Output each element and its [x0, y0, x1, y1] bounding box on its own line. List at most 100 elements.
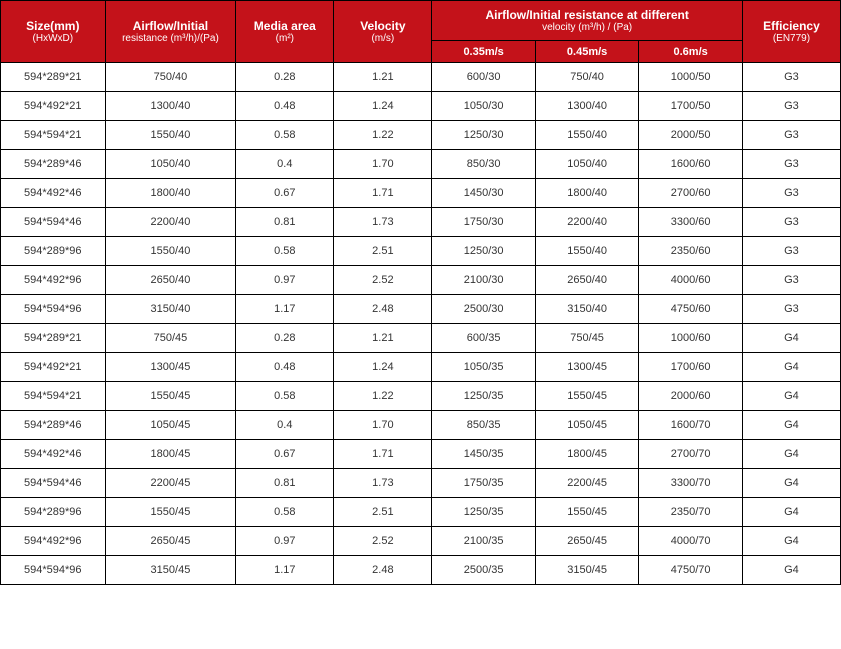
cell-eff: G3 [742, 92, 840, 121]
table-row: 594*492*461800/450.671.711450/351800/452… [1, 440, 841, 469]
cell-air: 3150/40 [105, 295, 236, 324]
cell-eff: G4 [742, 440, 840, 469]
size-sublabel: (HxWxD) [3, 33, 103, 44]
cell-v2: 1300/45 [535, 353, 638, 382]
cell-v2: 1050/45 [535, 411, 638, 440]
table-row: 594*594*211550/450.581.221250/351550/452… [1, 382, 841, 411]
cell-v1: 850/35 [432, 411, 535, 440]
cell-vel: 1.70 [334, 411, 432, 440]
cell-v2: 2650/45 [535, 527, 638, 556]
cell-eff: G4 [742, 382, 840, 411]
table-row: 594*594*963150/401.172.482500/303150/404… [1, 295, 841, 324]
table-row: 594*594*211550/400.581.221250/301550/402… [1, 121, 841, 150]
media-sublabel: (m²) [238, 33, 331, 44]
cell-vel: 1.21 [334, 63, 432, 92]
table-header: Size(mm) (HxWxD) Airflow/Initial resista… [1, 1, 841, 63]
cell-v3: 1600/70 [639, 411, 743, 440]
table-row: 594*594*462200/400.811.731750/302200/403… [1, 208, 841, 237]
cell-size: 594*594*96 [1, 556, 106, 585]
cell-media: 0.58 [236, 498, 334, 527]
cell-v3: 1600/60 [639, 150, 743, 179]
table-row: 594*594*462200/450.811.731750/352200/453… [1, 469, 841, 498]
table-row: 594*289*21750/450.281.21600/35750/451000… [1, 324, 841, 353]
cell-vel: 1.73 [334, 469, 432, 498]
col-v1: 0.35m/s [432, 41, 535, 63]
cell-size: 594*594*96 [1, 295, 106, 324]
cell-media: 0.81 [236, 208, 334, 237]
cell-size: 594*492*96 [1, 266, 106, 295]
cell-v1: 1750/35 [432, 469, 535, 498]
cell-vel: 2.51 [334, 498, 432, 527]
eff-label: Efficiency [745, 19, 838, 33]
cell-v2: 2200/45 [535, 469, 638, 498]
cell-size: 594*289*21 [1, 63, 106, 92]
cell-eff: G3 [742, 237, 840, 266]
cell-vel: 2.52 [334, 527, 432, 556]
cell-media: 1.17 [236, 556, 334, 585]
cell-v2: 3150/40 [535, 295, 638, 324]
cell-v1: 1250/30 [432, 237, 535, 266]
col-v3: 0.6m/s [639, 41, 743, 63]
cell-v3: 1000/50 [639, 63, 743, 92]
cell-air: 1800/40 [105, 179, 236, 208]
cell-size: 594*594*21 [1, 382, 106, 411]
cell-eff: G4 [742, 469, 840, 498]
cell-v2: 1550/40 [535, 121, 638, 150]
cell-vel: 2.52 [334, 266, 432, 295]
eff-sublabel: (EN779) [745, 33, 838, 44]
size-label: Size(mm) [3, 19, 103, 33]
cell-vel: 1.21 [334, 324, 432, 353]
cell-air: 2650/45 [105, 527, 236, 556]
cell-media: 0.67 [236, 179, 334, 208]
cell-vel: 1.24 [334, 353, 432, 382]
table-body: 594*289*21750/400.281.21600/30750/401000… [1, 63, 841, 585]
cell-vel: 1.22 [334, 382, 432, 411]
cell-media: 0.58 [236, 121, 334, 150]
cell-air: 2200/40 [105, 208, 236, 237]
multi-label: Airflow/Initial resistance at different [434, 8, 740, 22]
col-v2: 0.45m/s [535, 41, 638, 63]
cell-size: 594*289*96 [1, 498, 106, 527]
cell-eff: G4 [742, 324, 840, 353]
col-airflow: Airflow/Initial resistance (m³/h)/(Pa) [105, 1, 236, 63]
cell-v1: 600/30 [432, 63, 535, 92]
table-row: 594*289*961550/450.582.511250/351550/452… [1, 498, 841, 527]
cell-eff: G3 [742, 150, 840, 179]
cell-v3: 3300/60 [639, 208, 743, 237]
cell-air: 1050/45 [105, 411, 236, 440]
col-size: Size(mm) (HxWxD) [1, 1, 106, 63]
table-row: 594*492*211300/400.481.241050/301300/401… [1, 92, 841, 121]
cell-v3: 4750/60 [639, 295, 743, 324]
cell-eff: G3 [742, 266, 840, 295]
cell-media: 0.58 [236, 382, 334, 411]
cell-eff: G3 [742, 179, 840, 208]
cell-eff: G3 [742, 121, 840, 150]
cell-eff: G4 [742, 556, 840, 585]
multi-sublabel: velocity (m³/h) / (Pa) [434, 22, 740, 33]
cell-media: 0.4 [236, 411, 334, 440]
cell-media: 1.17 [236, 295, 334, 324]
cell-v3: 4000/60 [639, 266, 743, 295]
cell-v3: 2700/70 [639, 440, 743, 469]
media-label: Media area [238, 19, 331, 33]
cell-air: 2200/45 [105, 469, 236, 498]
cell-air: 1300/45 [105, 353, 236, 382]
cell-vel: 1.71 [334, 440, 432, 469]
cell-air: 1050/40 [105, 150, 236, 179]
cell-air: 2650/40 [105, 266, 236, 295]
cell-size: 594*289*21 [1, 324, 106, 353]
cell-eff: G4 [742, 527, 840, 556]
cell-vel: 1.24 [334, 92, 432, 121]
cell-vel: 1.70 [334, 150, 432, 179]
table-row: 594*594*963150/451.172.482500/353150/454… [1, 556, 841, 585]
cell-v2: 1800/45 [535, 440, 638, 469]
cell-vel: 1.73 [334, 208, 432, 237]
airflow-sublabel: resistance (m³/h)/(Pa) [108, 33, 234, 44]
cell-vel: 2.48 [334, 556, 432, 585]
filter-spec-table: Size(mm) (HxWxD) Airflow/Initial resista… [0, 0, 841, 585]
cell-v2: 750/40 [535, 63, 638, 92]
cell-v2: 1800/40 [535, 179, 638, 208]
cell-size: 594*492*21 [1, 353, 106, 382]
cell-v1: 2100/30 [432, 266, 535, 295]
cell-media: 0.28 [236, 63, 334, 92]
